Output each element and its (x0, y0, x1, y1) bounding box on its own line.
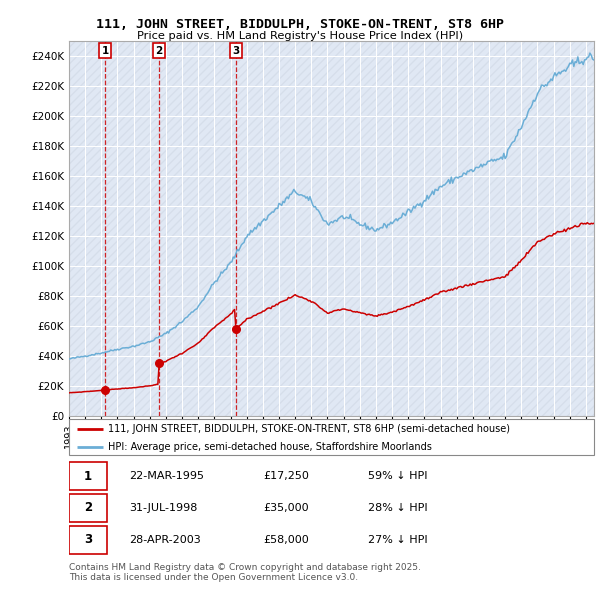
Text: 2: 2 (155, 45, 163, 55)
Text: 31-JUL-1998: 31-JUL-1998 (130, 503, 198, 513)
Text: Price paid vs. HM Land Registry's House Price Index (HPI): Price paid vs. HM Land Registry's House … (137, 31, 463, 41)
Text: HPI: Average price, semi-detached house, Staffordshire Moorlands: HPI: Average price, semi-detached house,… (109, 442, 432, 453)
FancyBboxPatch shape (69, 419, 594, 455)
Text: 59% ↓ HPI: 59% ↓ HPI (368, 471, 428, 481)
Text: 1: 1 (84, 470, 92, 483)
Text: 1: 1 (101, 45, 109, 55)
Text: 3: 3 (84, 533, 92, 546)
Text: £17,250: £17,250 (263, 471, 309, 481)
Text: 22-MAR-1995: 22-MAR-1995 (130, 471, 205, 481)
FancyBboxPatch shape (69, 463, 107, 490)
Text: £35,000: £35,000 (263, 503, 309, 513)
Text: 28% ↓ HPI: 28% ↓ HPI (368, 503, 428, 513)
Text: 2: 2 (84, 502, 92, 514)
FancyBboxPatch shape (69, 526, 107, 553)
Text: 111, JOHN STREET, BIDDULPH, STOKE-ON-TRENT, ST8 6HP: 111, JOHN STREET, BIDDULPH, STOKE-ON-TRE… (96, 18, 504, 31)
Text: 111, JOHN STREET, BIDDULPH, STOKE-ON-TRENT, ST8 6HP (semi-detached house): 111, JOHN STREET, BIDDULPH, STOKE-ON-TRE… (109, 424, 511, 434)
FancyBboxPatch shape (69, 494, 107, 522)
Text: Contains HM Land Registry data © Crown copyright and database right 2025.
This d: Contains HM Land Registry data © Crown c… (69, 563, 421, 582)
Text: 27% ↓ HPI: 27% ↓ HPI (368, 535, 428, 545)
Text: 28-APR-2003: 28-APR-2003 (130, 535, 201, 545)
Text: £58,000: £58,000 (263, 535, 309, 545)
Text: 3: 3 (232, 45, 239, 55)
